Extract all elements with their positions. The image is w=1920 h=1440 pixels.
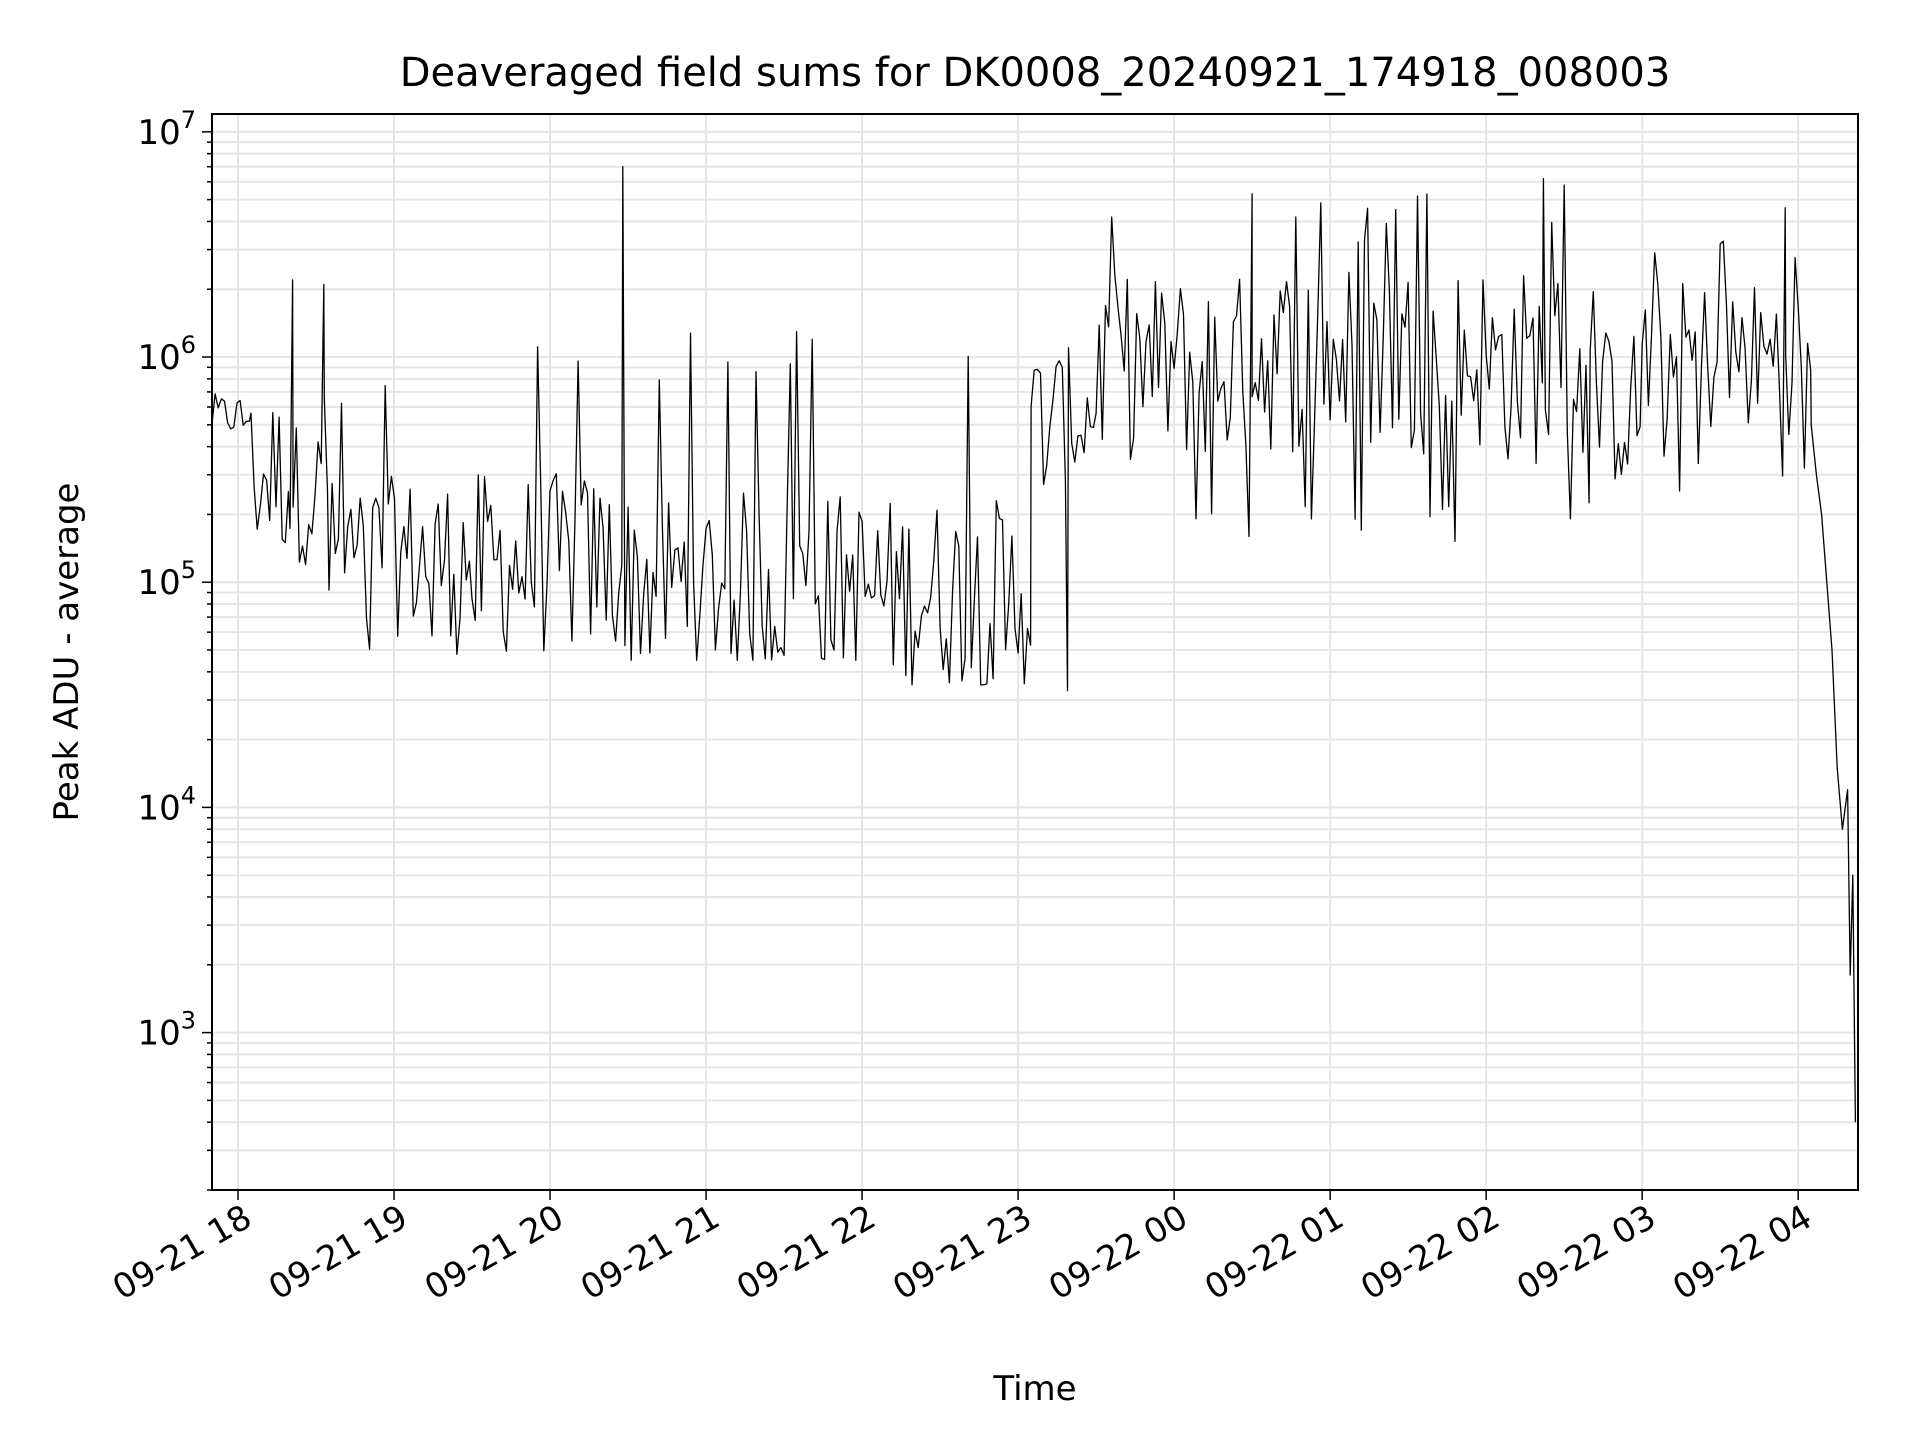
y-tick-exponent: 7: [181, 106, 196, 134]
y-tick-exponent: 6: [181, 331, 196, 359]
y-axis-label: Peak ADU - average: [47, 483, 87, 822]
x-axis-label: Time: [992, 1369, 1076, 1409]
y-tick-base: 10: [137, 563, 180, 603]
chart-title: Deaveraged field sums for DK0008_2024092…: [400, 50, 1671, 96]
y-tick-label: 104: [137, 781, 196, 828]
y-tick-label: 103: [137, 1007, 196, 1054]
plot-frame: [211, 113, 1859, 1191]
y-tick-label: 107: [137, 106, 196, 153]
series-path: [211, 166, 1857, 1123]
y-tick-base: 10: [137, 788, 180, 828]
y-tick-base: 10: [137, 113, 180, 153]
y-tick-base: 10: [137, 338, 180, 378]
grid-layer: [212, 114, 1858, 1191]
y-tick-base: 10: [137, 1014, 180, 1054]
y-tick-exponent: 3: [181, 1007, 196, 1035]
y-tick-exponent: 4: [181, 781, 196, 809]
data-series-line: [211, 166, 1857, 1123]
y-tick-exponent: 5: [181, 556, 196, 584]
y-tick-label: 106: [137, 331, 196, 378]
y-tick-label: 105: [137, 556, 196, 603]
